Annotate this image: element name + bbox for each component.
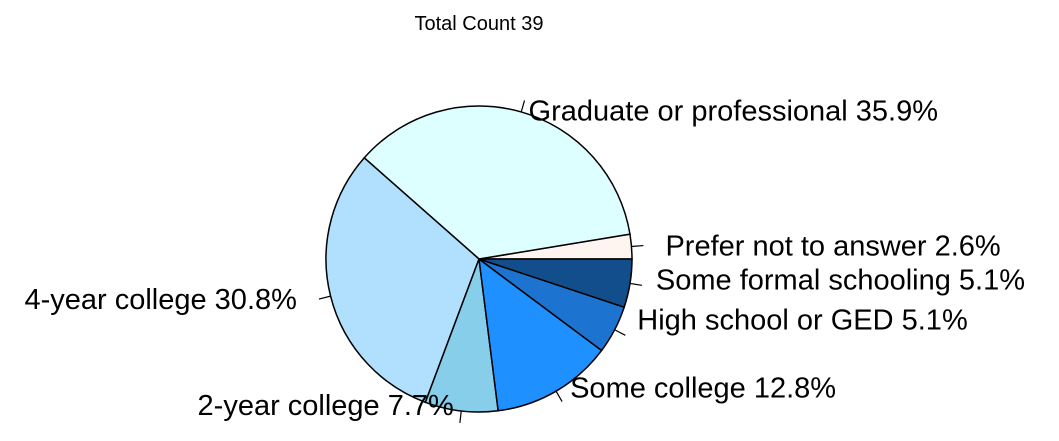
leader-line: [629, 282, 642, 286]
slice-label: 2-year college 7.7%: [198, 390, 454, 422]
chart-title: Total Count 39: [415, 13, 544, 35]
slice-label: Prefer not to answer 2.6%: [665, 231, 1000, 263]
slice-label: Some college 12.8%: [570, 373, 836, 405]
leader-line: [614, 329, 626, 336]
pie-slice-some-formal-schooling: [478, 258, 633, 309]
leader-line: [459, 410, 462, 423]
slice-label: Graduate or professional 35.9%: [529, 95, 938, 127]
leader-line: [631, 244, 644, 248]
pie-slice-4-year-college: [325, 156, 480, 404]
slices-layer: [325, 105, 633, 413]
leader-line: [520, 100, 526, 113]
leader-line: [555, 390, 563, 402]
labels-layer: Prefer not to answer 2.6% Graduate or pro…: [24, 95, 1025, 423]
leader-line: [318, 295, 331, 300]
slice-label: Some formal schooling 5.1%: [656, 264, 1025, 296]
slice-label: 4-year college 30.8%: [24, 284, 296, 316]
slice-label: High school or GED 5.1%: [637, 304, 967, 336]
